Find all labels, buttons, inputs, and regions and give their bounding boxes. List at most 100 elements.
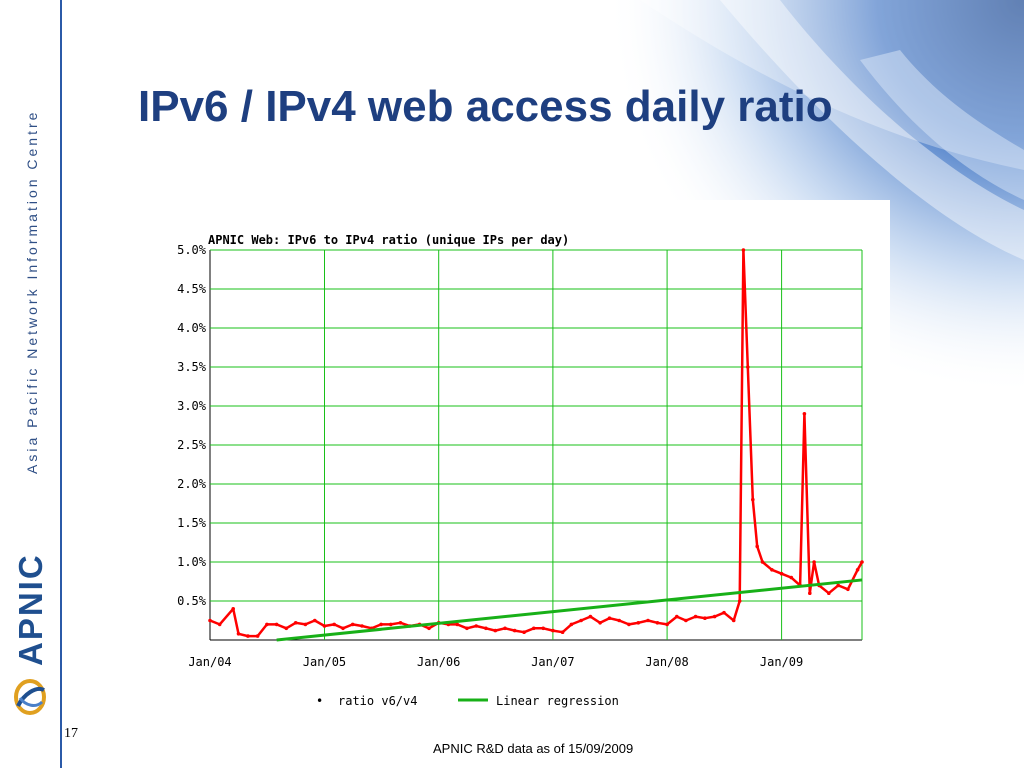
- ratio-data-point: [332, 622, 336, 627]
- data-source-note: APNIC R&D data as of 15/09/2009: [433, 741, 634, 756]
- ratio-data-point: [293, 621, 298, 625]
- ratio-data-point: [560, 630, 565, 634]
- ratio-data-point: [860, 560, 864, 564]
- ratio-data-point: [313, 618, 317, 623]
- ratio-data-point: [484, 626, 488, 631]
- ratio-data-point: [779, 571, 784, 576]
- ratio-data-point: [846, 587, 850, 592]
- chart-series: [208, 248, 864, 642]
- ratio-data-point: [255, 634, 260, 638]
- apnic-logo-icon: [14, 679, 46, 715]
- ratio-data-point: [755, 544, 759, 549]
- x-tick-label: Jan/09: [760, 655, 803, 669]
- ratio-data-point: [465, 626, 469, 631]
- ratio-data-point: [551, 628, 555, 633]
- ratio-data-point: [627, 622, 631, 627]
- ratio-chart: APNIC Web: IPv6 to IPv4 ratio (unique IP…: [177, 233, 864, 708]
- ratio-data-point: [512, 628, 517, 633]
- ratio-data-point: [455, 622, 460, 627]
- x-tick-label: Jan/04: [188, 655, 231, 669]
- legend-ratio-label: ratio v6/v4: [338, 694, 417, 708]
- chart-grid: [209, 249, 863, 641]
- y-tick-label: 1.0%: [177, 555, 207, 569]
- ratio-data-point: [398, 621, 403, 625]
- ratio-data-point: [731, 618, 736, 623]
- y-tick-label: 0.5%: [177, 594, 207, 608]
- slide-title: IPv6 / IPv4 web access daily ratio: [138, 82, 833, 131]
- ratio-data-point: [274, 622, 279, 627]
- y-tick-label: 2.5%: [177, 438, 207, 452]
- ratio-data-point: [532, 626, 536, 631]
- ratio-data-point: [684, 618, 688, 623]
- ratio-data-point: [665, 622, 669, 627]
- ratio-data-point: [265, 622, 269, 627]
- ratio-data-point: [427, 626, 431, 631]
- ratio-data-point: [607, 616, 612, 620]
- ratio-data-point: [217, 622, 222, 627]
- apnic-logo-text: APNIC: [12, 553, 49, 666]
- x-tick-label: Jan/07: [531, 655, 574, 669]
- ratio-series-line: [209, 248, 864, 638]
- ratio-data-point: [236, 632, 241, 636]
- ratio-data-point: [646, 618, 650, 623]
- ratio-data-point: [675, 614, 679, 619]
- ratio-data-point: [246, 634, 250, 638]
- ratio-data-point: [579, 618, 583, 623]
- ratio-data-point: [760, 560, 765, 564]
- x-tick-label: Jan/08: [645, 655, 688, 669]
- ratio-data-point: [588, 614, 593, 619]
- chart-title: APNIC Web: IPv6 to IPv4 ratio (unique IP…: [208, 233, 569, 247]
- ratio-data-point: [693, 614, 698, 619]
- ratio-data-point: [389, 622, 393, 627]
- ratio-data-point: [341, 626, 345, 631]
- ratio-data-point: [350, 622, 355, 627]
- ratio-data-point: [737, 599, 742, 603]
- ratio-data-point: [360, 624, 364, 628]
- ratio-data-point: [636, 621, 641, 625]
- x-axis-ticks: Jan/04 Jan/05 Jan/06 Jan/07 Jan/08 Jan/09: [188, 655, 803, 669]
- ratio-data-point: [751, 497, 755, 502]
- ratio-data-point: [541, 626, 545, 631]
- x-tick-label: Jan/05: [303, 655, 346, 669]
- ratio-data-point: [812, 560, 816, 564]
- ratio-data-point: [303, 622, 308, 627]
- ratio-data-point: [493, 628, 498, 633]
- ratio-data-point: [789, 575, 794, 580]
- legend-regression-label: Linear regression: [496, 694, 619, 708]
- ratio-data-point: [322, 624, 327, 628]
- legend-ratio-marker: •: [316, 694, 323, 708]
- x-tick-label: Jan/06: [417, 655, 460, 669]
- sidebar-divider: [60, 0, 62, 768]
- ratio-data-point: [474, 624, 479, 628]
- ratio-data-point: [836, 583, 840, 588]
- ratio-data-point: [703, 616, 707, 620]
- chart-container: APNIC Web: IPv6 to IPv4 ratio (unique IP…: [150, 200, 890, 720]
- ratio-data-point: [379, 622, 383, 627]
- y-tick-label: 3.0%: [177, 399, 207, 413]
- y-axis-ticks: 5.0% 4.5% 4.0% 3.5% 3.0% 2.5% 2.0% 1.5% 1.0% 0.5%: [177, 243, 207, 608]
- ratio-data-point: [522, 630, 526, 634]
- ratio-data-point: [208, 618, 212, 623]
- ratio-data-point: [617, 618, 621, 623]
- y-tick-label: 4.5%: [177, 282, 207, 296]
- ratio-data-point: [770, 568, 774, 572]
- ratio-data-point: [808, 591, 812, 595]
- ratio-data-point: [802, 412, 807, 416]
- ratio-data-point: [722, 610, 726, 615]
- slide-number: 17: [64, 726, 78, 741]
- ratio-data-point: [855, 568, 860, 572]
- ratio-data-point: [655, 621, 660, 625]
- sidebar: [0, 0, 62, 768]
- ratio-data-point: [503, 626, 507, 631]
- ratio-data-point: [741, 248, 746, 252]
- regression-line: [276, 578, 863, 642]
- ratio-data-point: [598, 621, 602, 625]
- y-tick-label: 3.5%: [177, 360, 207, 374]
- ratio-data-point: [712, 614, 717, 619]
- y-tick-label: 2.0%: [177, 477, 207, 491]
- organization-name: Asia Pacific Network Information Centre: [24, 109, 40, 474]
- y-tick-label: 4.0%: [177, 321, 207, 335]
- ratio-data-point: [746, 365, 750, 369]
- chart-legend: • ratio v6/v4 Linear regression: [316, 694, 619, 708]
- ratio-data-point: [569, 622, 574, 627]
